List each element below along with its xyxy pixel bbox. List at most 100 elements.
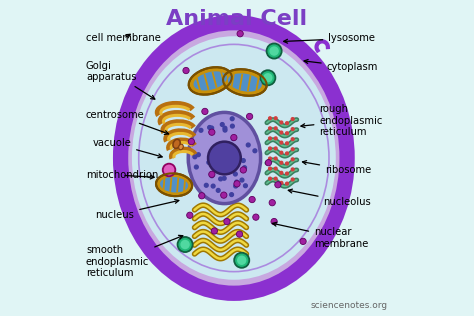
Circle shape bbox=[208, 142, 241, 174]
Circle shape bbox=[274, 137, 277, 140]
Circle shape bbox=[246, 113, 253, 120]
Ellipse shape bbox=[179, 144, 183, 150]
Circle shape bbox=[269, 167, 272, 170]
Circle shape bbox=[269, 177, 272, 180]
Circle shape bbox=[220, 192, 227, 198]
Circle shape bbox=[274, 117, 277, 120]
Circle shape bbox=[286, 122, 289, 125]
Circle shape bbox=[194, 165, 198, 169]
Text: centrosome: centrosome bbox=[86, 110, 169, 134]
Circle shape bbox=[199, 128, 203, 132]
Circle shape bbox=[241, 159, 245, 162]
Circle shape bbox=[211, 184, 215, 188]
Circle shape bbox=[237, 31, 243, 37]
Text: nucleus: nucleus bbox=[95, 199, 179, 220]
Circle shape bbox=[234, 184, 237, 188]
Ellipse shape bbox=[223, 69, 267, 96]
Ellipse shape bbox=[188, 112, 261, 204]
Circle shape bbox=[286, 152, 289, 155]
Circle shape bbox=[231, 134, 237, 141]
Ellipse shape bbox=[228, 73, 262, 92]
Circle shape bbox=[249, 196, 255, 203]
Circle shape bbox=[231, 155, 235, 159]
Circle shape bbox=[237, 256, 246, 265]
Circle shape bbox=[244, 184, 247, 188]
Circle shape bbox=[280, 141, 283, 144]
Circle shape bbox=[291, 148, 294, 151]
Circle shape bbox=[253, 214, 259, 220]
Circle shape bbox=[230, 124, 234, 128]
Circle shape bbox=[280, 121, 283, 124]
Circle shape bbox=[230, 117, 234, 121]
Circle shape bbox=[193, 155, 197, 159]
Text: lysosome: lysosome bbox=[283, 33, 375, 43]
Circle shape bbox=[274, 127, 277, 130]
Circle shape bbox=[211, 228, 218, 234]
Text: mitochondrion: mitochondrion bbox=[86, 170, 158, 180]
Circle shape bbox=[286, 142, 289, 145]
Circle shape bbox=[165, 167, 172, 173]
Circle shape bbox=[274, 157, 277, 160]
Circle shape bbox=[229, 145, 233, 149]
Ellipse shape bbox=[120, 23, 347, 293]
Circle shape bbox=[286, 172, 289, 175]
Circle shape bbox=[234, 253, 249, 268]
Ellipse shape bbox=[156, 173, 192, 196]
Circle shape bbox=[230, 193, 234, 197]
Circle shape bbox=[275, 182, 281, 188]
Circle shape bbox=[224, 218, 230, 225]
Ellipse shape bbox=[173, 139, 180, 149]
Circle shape bbox=[271, 218, 277, 225]
Ellipse shape bbox=[193, 71, 227, 90]
Circle shape bbox=[234, 181, 240, 187]
Text: rough
endoplasmic
reticulum: rough endoplasmic reticulum bbox=[301, 104, 383, 137]
Circle shape bbox=[274, 167, 277, 170]
Circle shape bbox=[274, 147, 277, 150]
Circle shape bbox=[240, 167, 246, 173]
Circle shape bbox=[223, 152, 227, 155]
Circle shape bbox=[269, 157, 272, 160]
Circle shape bbox=[163, 164, 175, 176]
Circle shape bbox=[181, 240, 190, 249]
Circle shape bbox=[183, 67, 189, 74]
Circle shape bbox=[291, 128, 294, 131]
Circle shape bbox=[240, 178, 244, 182]
Circle shape bbox=[210, 126, 214, 130]
Circle shape bbox=[269, 46, 279, 56]
Circle shape bbox=[219, 177, 222, 181]
Circle shape bbox=[188, 138, 194, 145]
Circle shape bbox=[209, 129, 215, 135]
Circle shape bbox=[231, 137, 235, 141]
Text: sciencenotes.org: sciencenotes.org bbox=[311, 301, 388, 310]
Circle shape bbox=[223, 126, 227, 130]
Circle shape bbox=[199, 193, 205, 199]
Circle shape bbox=[234, 172, 237, 176]
Circle shape bbox=[220, 123, 224, 126]
Text: nucleolus: nucleolus bbox=[288, 189, 371, 207]
Circle shape bbox=[187, 212, 193, 218]
Circle shape bbox=[178, 237, 192, 252]
Circle shape bbox=[223, 128, 227, 132]
Circle shape bbox=[291, 118, 294, 120]
Text: vacuole: vacuole bbox=[92, 138, 162, 158]
Text: ribosome: ribosome bbox=[302, 161, 371, 175]
Circle shape bbox=[266, 44, 282, 58]
Circle shape bbox=[216, 188, 220, 192]
Ellipse shape bbox=[132, 36, 336, 280]
Circle shape bbox=[208, 125, 211, 129]
Text: nuclear
membrane: nuclear membrane bbox=[273, 222, 368, 249]
Circle shape bbox=[207, 161, 211, 164]
Circle shape bbox=[209, 171, 215, 178]
Circle shape bbox=[210, 174, 214, 178]
Circle shape bbox=[280, 181, 283, 184]
Circle shape bbox=[286, 132, 289, 135]
Circle shape bbox=[280, 151, 283, 154]
Circle shape bbox=[274, 177, 277, 180]
Circle shape bbox=[265, 160, 272, 166]
Circle shape bbox=[237, 231, 243, 237]
Circle shape bbox=[280, 161, 283, 164]
Circle shape bbox=[197, 153, 201, 157]
Circle shape bbox=[269, 117, 272, 120]
Circle shape bbox=[235, 180, 238, 184]
Ellipse shape bbox=[189, 67, 232, 94]
